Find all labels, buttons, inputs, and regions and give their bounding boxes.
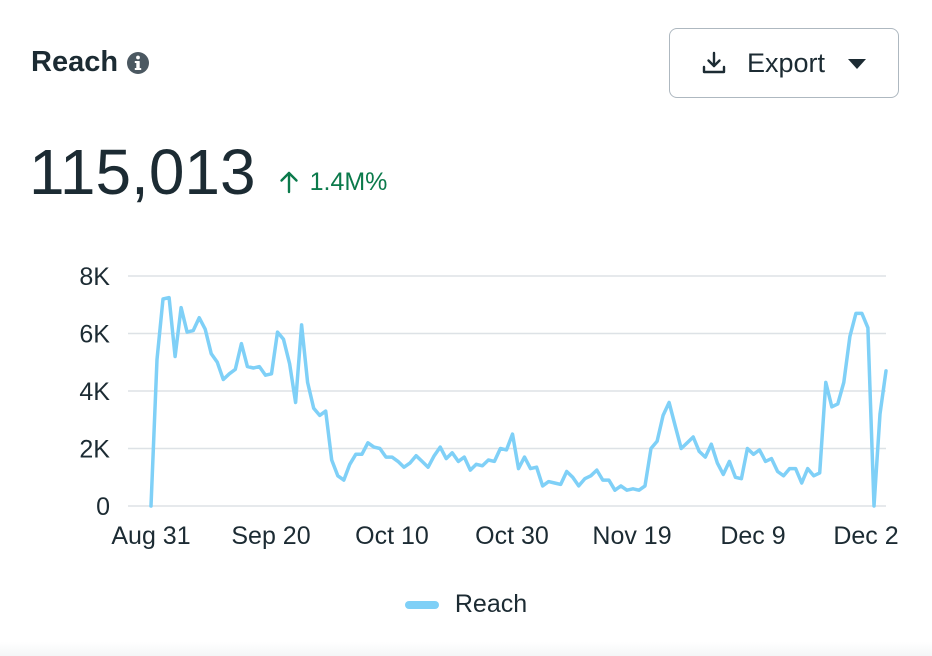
line-chart: 0 2K 4K 6K 8K Aug 31 Sep 20 Oct 10 Oct 30 Nov 19 D…: [79, 263, 898, 550]
metric-value: 115,013: [29, 136, 256, 208]
download-icon: [701, 50, 727, 76]
legend-swatch: [404, 600, 439, 609]
metric-change-value: 1.4M%: [309, 167, 388, 196]
x-tick-label: Dec 9: [720, 522, 785, 550]
series-line-reach: [149, 295, 888, 508]
x-tick-label: Sep 20: [231, 522, 310, 550]
y-tick-label: 2K: [79, 436, 110, 464]
arrow-up-icon: [278, 170, 300, 194]
export-button[interactable]: Export: [669, 28, 899, 98]
info-icon[interactable]: [126, 51, 150, 75]
x-tick-label: Oct 30: [475, 522, 549, 550]
y-tick-label: 0: [96, 493, 110, 521]
chart-title: Reach: [31, 46, 119, 78]
legend-label: Reach: [454, 590, 528, 618]
y-tick-label: 6K: [79, 321, 110, 349]
metric-change: 1.4M%: [278, 167, 388, 197]
y-tick-label: 8K: [79, 263, 110, 291]
chart-header: Reach: [31, 46, 150, 79]
x-tick-label: Aug 31: [111, 522, 190, 550]
x-tick-label: Nov 19: [592, 522, 671, 550]
y-tick-label: 4K: [79, 378, 110, 406]
x-tick-label: Oct 10: [355, 522, 429, 550]
caret-down-icon: [847, 57, 867, 69]
chart-legend: Reach: [0, 590, 932, 619]
bottom-divider: [0, 642, 932, 656]
metric-summary: 115,013 1.4M%: [29, 135, 387, 209]
export-label: Export: [746, 47, 826, 78]
x-tick-label: Dec 2: [833, 522, 898, 550]
